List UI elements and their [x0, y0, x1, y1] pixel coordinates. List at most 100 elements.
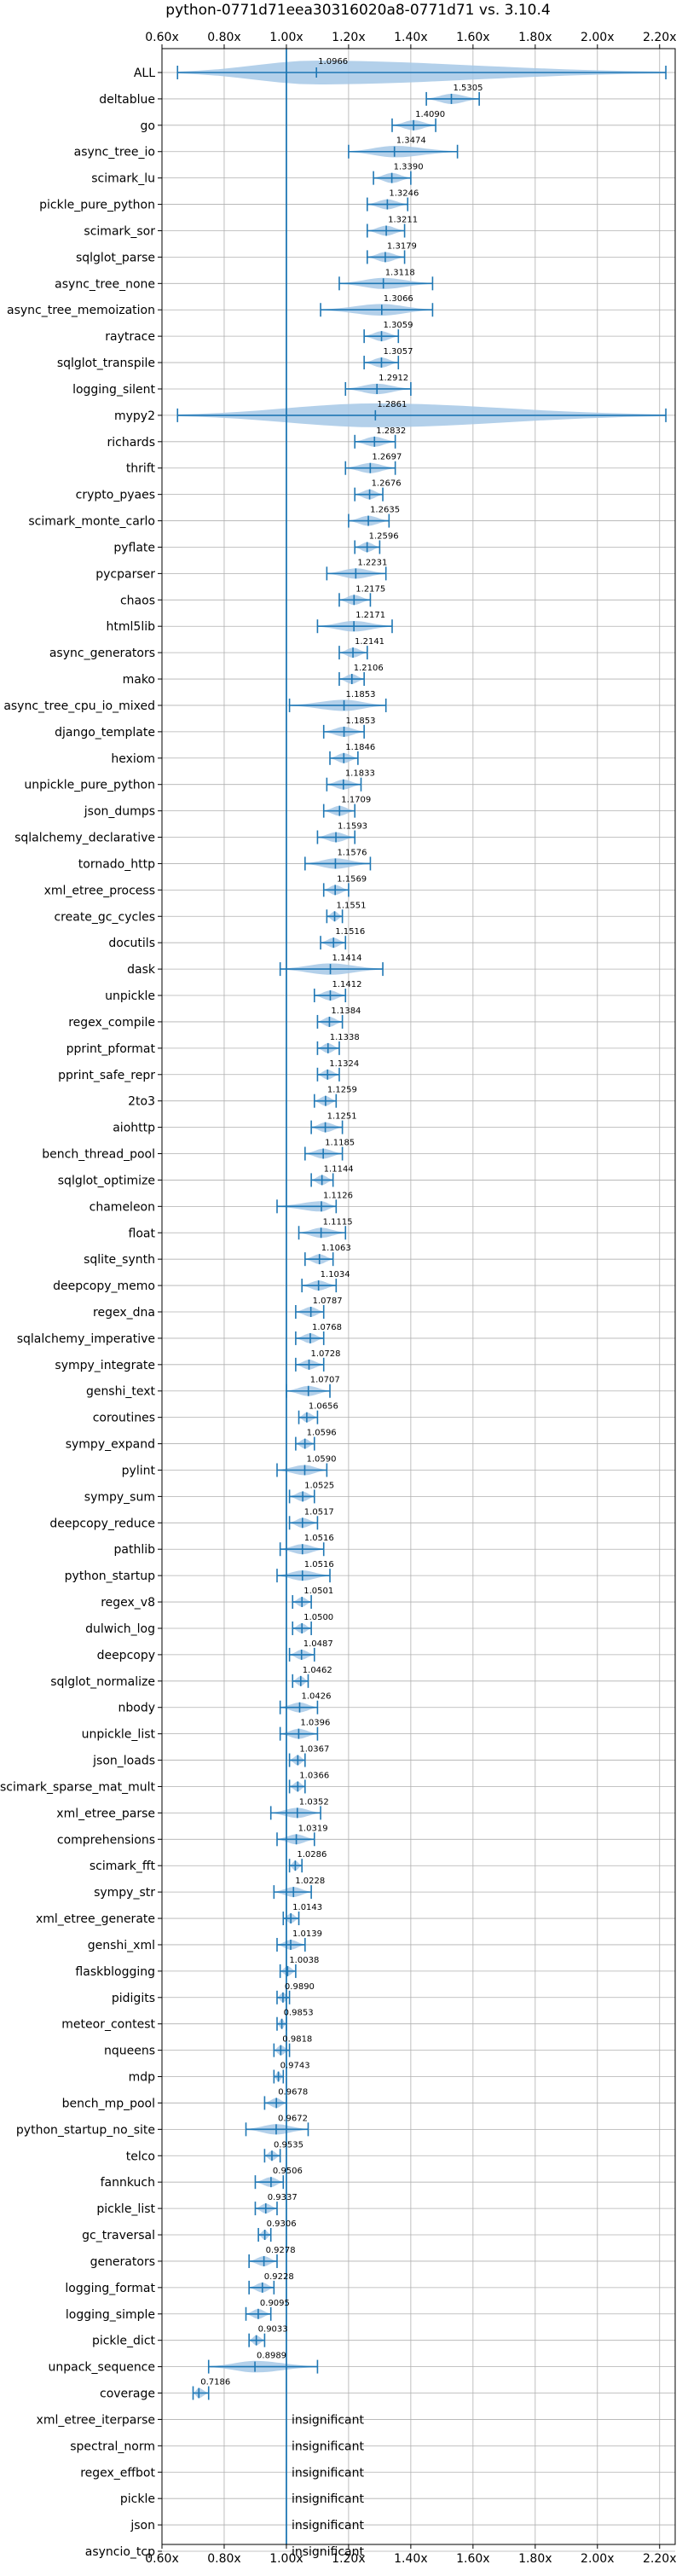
category-label: crypto_pyaes	[76, 489, 155, 502]
category-label: generators	[90, 2255, 155, 2269]
category-label: scimark_monte_carlo	[28, 515, 155, 529]
x-tick-label-bottom: 1.20x	[332, 2552, 365, 2566]
x-tick-label-top: 2.00x	[581, 31, 614, 44]
category-label: flaskblogging	[75, 1965, 155, 1979]
category-label: unpickle	[105, 989, 155, 1003]
category-label: async_generators	[49, 647, 155, 660]
category-label: sympy_expand	[66, 1438, 155, 1452]
category-label: scimark_fft	[90, 1859, 156, 1873]
category-label: pickle	[120, 2492, 155, 2506]
value-label: 0.9337	[268, 2193, 298, 2202]
value-label: 0.9506	[273, 2167, 303, 2176]
value-label: 1.1414	[332, 954, 362, 963]
category-label: regex_v8	[101, 1596, 155, 1610]
category-label: bench_mp_pool	[62, 2097, 155, 2110]
category-label: telco	[126, 2150, 155, 2163]
value-label: 1.1551	[337, 901, 367, 910]
value-label: 1.0462	[303, 1666, 332, 1675]
value-label: 1.0228	[295, 1877, 325, 1886]
value-label: 0.9678	[278, 2087, 308, 2097]
value-label: 1.0038	[289, 1956, 319, 1965]
category-label: pickle_pure_python	[39, 199, 155, 212]
category-label: dulwich_log	[85, 1622, 155, 1636]
category-label: sympy_sum	[84, 1490, 155, 1504]
category-label: raytrace	[105, 330, 155, 344]
value-label: 0.9672	[278, 2114, 308, 2123]
category-label: docutils	[108, 937, 155, 950]
x-tick-label-top: 0.80x	[207, 31, 240, 44]
value-label: 1.2171	[355, 611, 385, 620]
value-label: 0.7186	[200, 2378, 230, 2387]
x-tick-label-top: 1.00x	[269, 31, 303, 44]
value-label: 1.0656	[309, 1402, 338, 1412]
value-label: 1.0525	[304, 1481, 334, 1490]
range-bars	[176, 66, 667, 2400]
value-label: 1.2912	[379, 374, 408, 383]
value-label: 1.1185	[325, 1139, 355, 1148]
value-label: 1.2231	[357, 558, 387, 567]
value-label: 1.0366	[299, 1771, 329, 1780]
category-label: scimark_sor	[84, 224, 155, 238]
value-label: 1.0787	[313, 1297, 343, 1306]
category-label: python_startup	[65, 1569, 155, 1583]
category-label: pickle_list	[96, 2202, 155, 2216]
category-label: sympy_str	[94, 1886, 155, 1900]
chart-title: python-0771d71eea30316020a8-0771d71 vs. …	[165, 2, 550, 19]
value-label: 0.9033	[258, 2325, 288, 2335]
x-tick-label-bottom: 1.80x	[518, 2552, 552, 2566]
category-label: genshi_text	[86, 1385, 156, 1399]
category-label: create_gc_cycles	[54, 910, 155, 924]
category-label: hexiom	[111, 752, 155, 766]
category-label: regex_dna	[93, 1306, 155, 1320]
value-label: 1.5305	[453, 84, 483, 93]
value-label: 0.9818	[282, 2035, 312, 2045]
x-tick-label-bottom: 0.60x	[145, 2552, 178, 2566]
category-label: scimark_sparse_mat_mult	[0, 1780, 155, 1794]
value-label: 1.0728	[311, 1349, 341, 1359]
value-label: 1.1593	[338, 822, 367, 832]
value-label: 0.9095	[260, 2299, 290, 2308]
category-label: richards	[107, 436, 156, 450]
category-label: pyflate	[113, 541, 155, 554]
category-label: deepcopy_reduce	[49, 1517, 155, 1530]
category-label: pathlib	[114, 1543, 156, 1557]
value-label: 1.1063	[321, 1244, 351, 1253]
value-label: 0.9853	[284, 2009, 314, 2018]
category-label: gc_traversal	[82, 2229, 155, 2242]
category-label: sqlalchemy_imperative	[17, 1332, 155, 1346]
value-label: 1.2596	[369, 531, 399, 541]
category-label: coroutines	[93, 1412, 155, 1425]
category-label: ALL	[134, 67, 155, 80]
x-tick-label-top: 1.40x	[394, 31, 427, 44]
value-label: 1.2832	[376, 426, 406, 436]
value-label: 1.1251	[327, 1112, 357, 1122]
category-label: regex_compile	[68, 1016, 155, 1030]
x-tick-label-bottom: 2.00x	[581, 2552, 614, 2566]
category-label: async_tree_cpu_io_mixed	[3, 699, 155, 713]
category-label: aiohttp	[113, 1122, 155, 1135]
category-label: django_template	[55, 726, 155, 740]
value-label: 1.1569	[337, 874, 367, 884]
category-label: unpack_sequence	[49, 2361, 155, 2375]
category-label: sqlglot_transpile	[57, 357, 155, 370]
category-label: sqlite_synth	[84, 1253, 155, 1267]
value-label: 1.0139	[292, 1929, 322, 1939]
category-label: coverage	[100, 2387, 155, 2401]
x-tick-label-bottom: 2.20x	[643, 2552, 676, 2566]
value-label: 0.9535	[274, 2140, 303, 2150]
x-tick-label-top: 1.60x	[456, 31, 489, 44]
axis-ticks: 0.60x 0.60x 0.80x 0.80x 1.00x 1.00x 1.20x 1.20x…	[145, 31, 676, 2566]
value-label: 1.0768	[312, 1323, 342, 1332]
value-label: 1.3066	[384, 294, 413, 304]
value-label: 1.1338	[330, 1033, 360, 1042]
value-label: 1.3118	[385, 268, 415, 277]
category-label: pprint_safe_repr	[58, 1069, 155, 1082]
value-label: 1.0500	[303, 1613, 333, 1622]
category-label: xml_etree_process	[44, 884, 155, 897]
value-label: 1.0516	[304, 1534, 334, 1543]
value-label: 1.0590	[306, 1454, 336, 1464]
category-label: float	[129, 1227, 156, 1240]
insignificant-label: insignificant	[292, 2413, 365, 2427]
category-label: logging_format	[65, 2282, 155, 2295]
